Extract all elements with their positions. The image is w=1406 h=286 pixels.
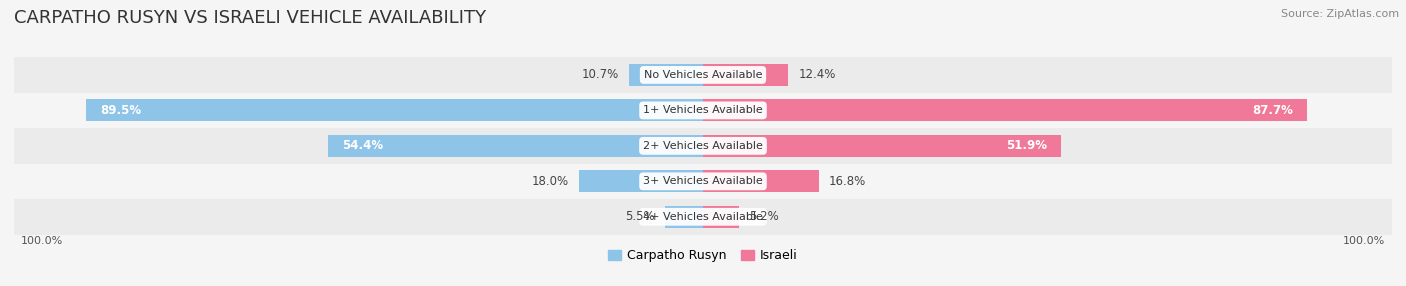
Text: 16.8%: 16.8% <box>830 175 866 188</box>
Bar <box>703 170 818 192</box>
Text: 100.0%: 100.0% <box>1343 236 1385 246</box>
Text: 12.4%: 12.4% <box>799 68 837 82</box>
Text: 5.5%: 5.5% <box>626 210 655 223</box>
Bar <box>14 164 1392 199</box>
Text: 51.9%: 51.9% <box>1005 139 1047 152</box>
Bar <box>14 57 1392 93</box>
Legend: Carpatho Rusyn, Israeli: Carpatho Rusyn, Israeli <box>603 244 803 267</box>
Bar <box>328 135 703 157</box>
Text: 100.0%: 100.0% <box>21 236 63 246</box>
Text: 1+ Vehicles Available: 1+ Vehicles Available <box>643 106 763 115</box>
Bar <box>665 206 703 228</box>
Text: 54.4%: 54.4% <box>342 139 382 152</box>
Text: 2+ Vehicles Available: 2+ Vehicles Available <box>643 141 763 151</box>
Bar <box>579 170 703 192</box>
Bar <box>14 93 1392 128</box>
Text: 87.7%: 87.7% <box>1253 104 1294 117</box>
Bar <box>703 64 789 86</box>
Bar <box>14 199 1392 235</box>
Bar <box>86 100 703 121</box>
Bar <box>14 128 1392 164</box>
Text: CARPATHO RUSYN VS ISRAELI VEHICLE AVAILABILITY: CARPATHO RUSYN VS ISRAELI VEHICLE AVAILA… <box>14 9 486 27</box>
Text: 18.0%: 18.0% <box>531 175 568 188</box>
Text: No Vehicles Available: No Vehicles Available <box>644 70 762 80</box>
Text: 3+ Vehicles Available: 3+ Vehicles Available <box>643 176 763 186</box>
Text: Source: ZipAtlas.com: Source: ZipAtlas.com <box>1281 9 1399 19</box>
Text: 4+ Vehicles Available: 4+ Vehicles Available <box>643 212 763 222</box>
Bar <box>703 206 738 228</box>
Bar <box>630 64 703 86</box>
Text: 5.2%: 5.2% <box>749 210 779 223</box>
Bar <box>703 135 1060 157</box>
Text: 89.5%: 89.5% <box>100 104 141 117</box>
Text: 10.7%: 10.7% <box>582 68 619 82</box>
Bar <box>703 100 1308 121</box>
